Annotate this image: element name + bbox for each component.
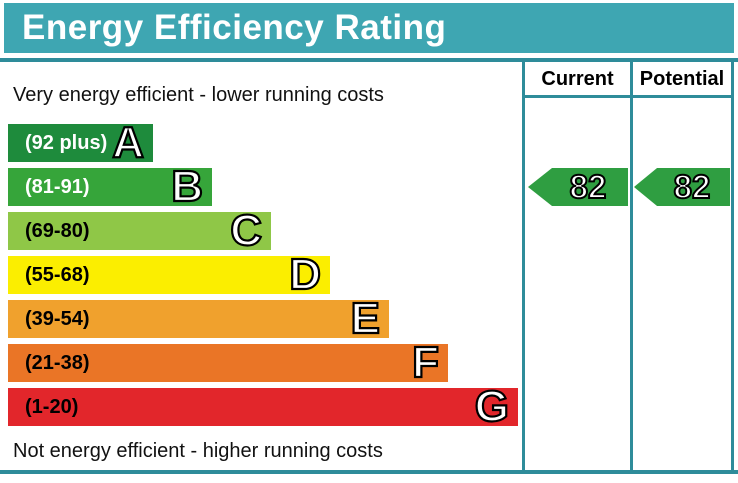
table-top-rule xyxy=(0,58,738,62)
band-range-label: (81-91) xyxy=(25,175,90,198)
rating-band: (92 plus) A xyxy=(8,118,153,167)
top-note: Very energy efficient - lower running co… xyxy=(13,84,384,106)
band-letter: D xyxy=(288,250,322,299)
band-letter: G xyxy=(474,382,510,431)
band-letter: F xyxy=(411,338,440,387)
band-range-label: (1-20) xyxy=(25,395,79,418)
table-bottom-rule xyxy=(0,470,738,474)
potential-rating-value: 82 xyxy=(673,168,712,206)
column-header-potential: Potential xyxy=(639,67,725,90)
rating-bands: (92 plus) A (81-91) B (69-80) C (55-68) … xyxy=(8,118,523,432)
rating-band: (39-54) E xyxy=(8,294,389,343)
band-range-label: (55-68) xyxy=(25,263,90,286)
band-range-label: (92 plus) xyxy=(25,131,108,154)
column-header-current: Current xyxy=(541,67,614,90)
page-title: Energy Efficiency Rating xyxy=(4,3,734,53)
rating-band: (81-91) B xyxy=(8,162,212,211)
potential-rating-arrow: 82 xyxy=(634,168,730,206)
band-letter: C xyxy=(229,206,263,255)
band-letter: E xyxy=(350,294,382,343)
current-rating-value: 82 xyxy=(569,168,608,206)
table-header-rule xyxy=(522,95,734,98)
band-letter: B xyxy=(170,162,204,211)
band-range-label: (69-80) xyxy=(25,219,90,242)
table-border-right xyxy=(731,58,734,474)
rating-band: (69-80) C xyxy=(8,206,271,255)
band-letter: A xyxy=(111,118,145,167)
table-divider-left xyxy=(522,58,525,474)
rating-band: (55-68) D xyxy=(8,250,330,299)
table-divider-middle xyxy=(630,58,633,474)
rating-band: (1-20) G xyxy=(8,382,518,431)
band-range-label: (21-38) xyxy=(25,351,90,374)
bottom-note: Not energy efficient - higher running co… xyxy=(13,440,383,462)
rating-band: (21-38) F xyxy=(8,338,448,387)
band-range-label: (39-54) xyxy=(25,307,90,330)
current-rating-arrow: 82 xyxy=(528,168,628,206)
